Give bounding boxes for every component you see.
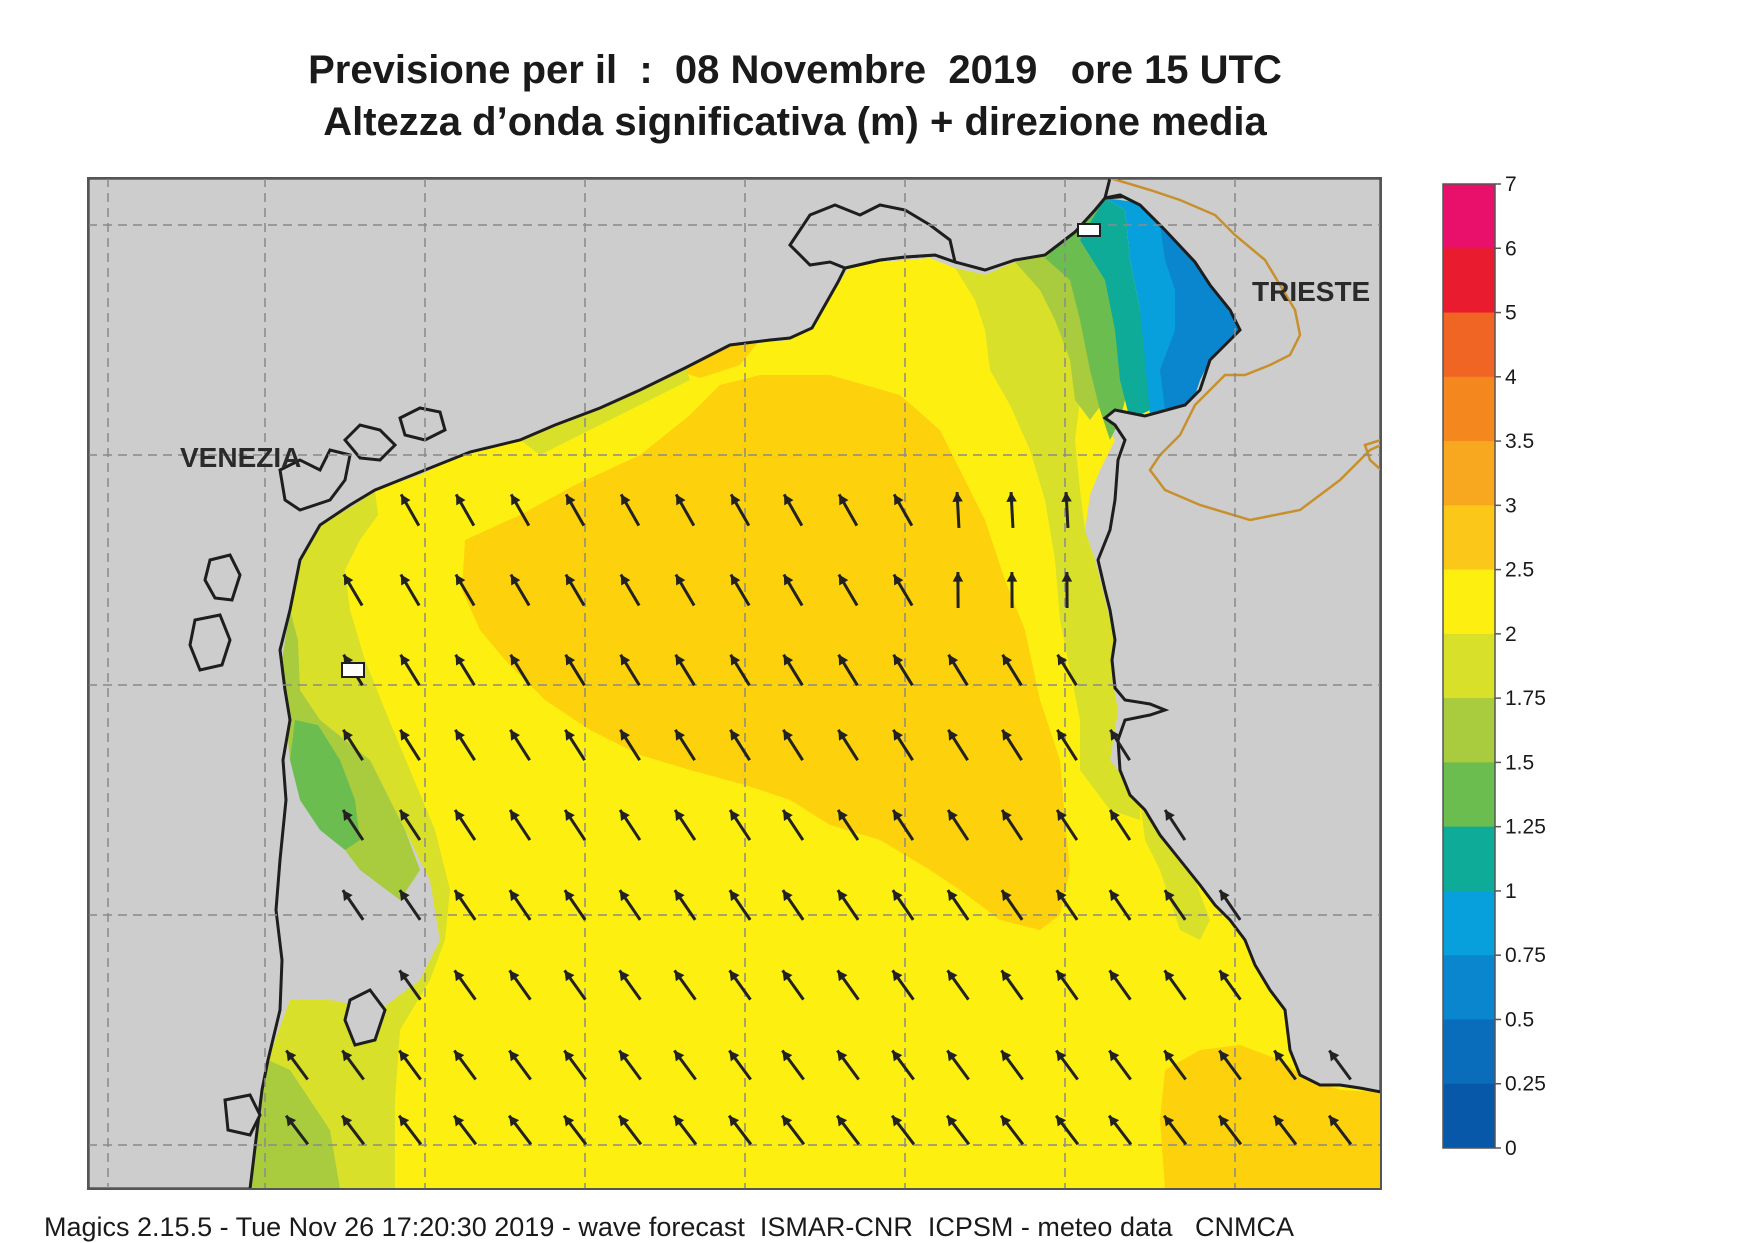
colorbar-swatch	[1443, 570, 1495, 635]
colorbar-label: 0.75	[1505, 944, 1546, 967]
colorbar-label: 0.5	[1505, 1008, 1534, 1031]
colorbar-swatch	[1443, 313, 1495, 378]
colorbar-swatch	[1443, 505, 1495, 570]
colorbar-label: 6	[1505, 237, 1517, 260]
colorbar-label: 1.25	[1505, 816, 1546, 839]
colorbar-swatch	[1443, 184, 1495, 249]
colorbar-swatch	[1443, 377, 1495, 442]
colorbar-label: 1	[1505, 880, 1517, 903]
footer-credits: Magics 2.15.5 - Tue Nov 26 17:20:30 2019…	[44, 1212, 1294, 1243]
grid-point-marker	[342, 663, 364, 677]
colorbar-label: 0	[1505, 1137, 1517, 1160]
colorbar-swatch	[1443, 827, 1495, 892]
city-label-venezia: VENEZIA	[180, 442, 301, 473]
colorbar-label: 1.5	[1505, 751, 1534, 774]
colorbar-label: 2.5	[1505, 559, 1534, 582]
colorbar-swatch	[1443, 762, 1495, 827]
city-label-trieste: TRIESTE	[1252, 276, 1370, 307]
colorbar-label: 0.25	[1505, 1073, 1546, 1096]
colorbar-swatch	[1443, 1084, 1495, 1149]
colorbar-label: 7	[1505, 173, 1517, 196]
colorbar-label: 1.75	[1505, 687, 1546, 710]
colorbar-swatch	[1443, 1019, 1495, 1084]
colorbar-label: 4	[1505, 366, 1517, 389]
colorbar-swatch	[1443, 891, 1495, 956]
colorbar-label: 2	[1505, 623, 1517, 646]
colorbar-label: 3.5	[1505, 430, 1534, 453]
colorbar-swatch	[1443, 248, 1495, 313]
colorbar-swatch	[1443, 955, 1495, 1020]
colorbar-swatch	[1443, 441, 1495, 506]
colorbar-label: 3	[1505, 494, 1517, 517]
colorbar: 7 6 5 4 3.5 3 2.5 2 1.75 1.5 1.25 1 0.75 0.5 0.25 0	[1443, 173, 1546, 1160]
grid-point-marker-north	[1078, 224, 1100, 236]
colorbar-swatch	[1443, 698, 1495, 763]
colorbar-label: 5	[1505, 302, 1517, 325]
colorbar-swatch	[1443, 634, 1495, 699]
map-area	[88, 178, 1381, 1189]
